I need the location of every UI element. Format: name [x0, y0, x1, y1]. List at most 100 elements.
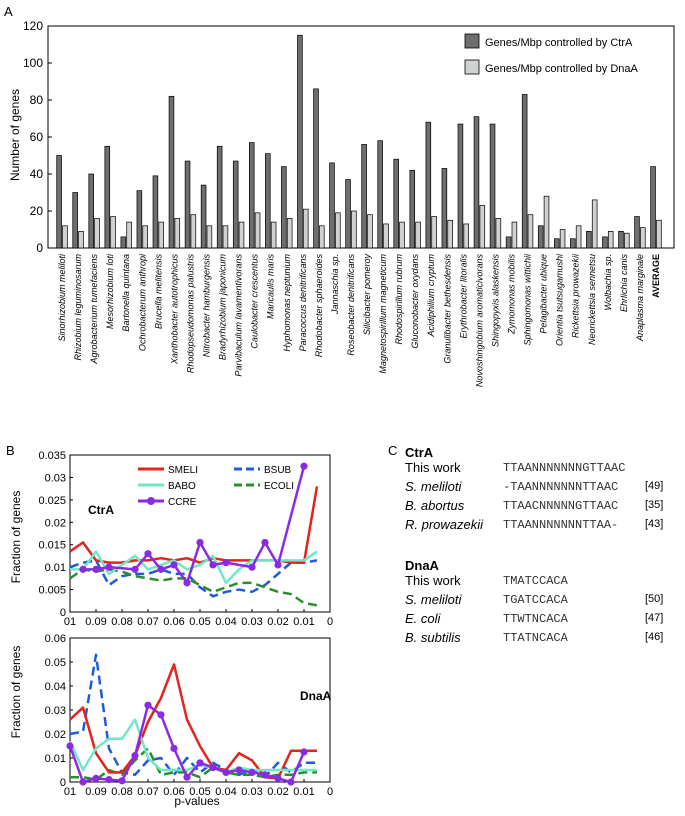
- y-tick-label: 0.025: [38, 495, 66, 507]
- organism-name: S. meliloti: [405, 479, 462, 494]
- category-label: Nitrobacter hamburgensis: [202, 254, 212, 358]
- category-label: Neorickettsia sennetsu: [587, 254, 597, 345]
- data-point: [274, 561, 282, 569]
- y-tick-label: 0.015: [38, 540, 66, 552]
- x-tick-label: 0.06: [163, 616, 184, 628]
- bar: [377, 140, 383, 249]
- organism-name: R. prowazekii: [405, 517, 484, 532]
- series-line-smeli: [69, 663, 317, 780]
- bar: [56, 155, 62, 249]
- category-label: Pelagibacter ubique: [539, 254, 549, 334]
- bar: [94, 218, 100, 249]
- organism-name: S. meliloti: [405, 592, 462, 607]
- data-point: [118, 777, 126, 785]
- bar: [302, 208, 309, 249]
- bar: [505, 236, 512, 249]
- category-label: Ochrobacterum anthropi: [137, 253, 147, 351]
- category-label: Novoshingobium aromaticivorans: [474, 254, 484, 388]
- bar: [457, 123, 464, 249]
- panel-label-a: A: [4, 4, 13, 19]
- category-label: Anaplasma marginale: [635, 254, 645, 342]
- bar: [152, 175, 159, 249]
- category-label: Parvibaculum lavamentivorans: [234, 254, 244, 377]
- data-point: [131, 565, 139, 573]
- x-tick-label: 0.07: [137, 616, 158, 628]
- x-tick-label: 01: [64, 616, 76, 628]
- bar-chart-genes-per-mbp: Number of genes 0 20 40 60 80 100 120 Sinorhizo…: [8, 19, 675, 388]
- category-label: Magnetospirillum magneticum: [378, 254, 388, 374]
- y-tick-label: 0.005: [38, 585, 66, 597]
- xlabel-dnaa: p-values: [174, 794, 219, 808]
- consensus-row: R. prowazekii TTAANNNNNNNTTAA- [43]: [405, 517, 685, 536]
- data-point: [248, 768, 256, 777]
- bar: [425, 121, 432, 249]
- organism-name: This work: [405, 573, 461, 588]
- category-label: Shingopyxis alaskensis: [490, 254, 500, 348]
- data-point: [248, 563, 256, 571]
- bar: [473, 116, 480, 249]
- legend-label: BABO: [168, 481, 196, 492]
- bar: [618, 231, 624, 249]
- data-point: [144, 550, 152, 558]
- category-label: Caulobacter crescentus: [250, 254, 260, 349]
- category-label: Rickettsia prowazekii: [571, 253, 581, 338]
- consensus-row: This work TMATCCACA: [405, 573, 685, 592]
- y-tick-label: 0.06: [45, 633, 66, 645]
- x-tick-label: 0.04: [215, 786, 236, 798]
- bar: [495, 218, 502, 249]
- consensus-sequence: TGATCCACA: [503, 593, 568, 607]
- bar: [640, 227, 646, 249]
- y-tick-label: 80: [30, 93, 44, 107]
- data-point: [274, 774, 282, 783]
- y-tick-label: 0.05: [45, 657, 66, 669]
- x-tick-label: 0.01: [293, 616, 314, 628]
- reference: [47]: [645, 612, 664, 624]
- x-tick-label: 0.01: [293, 786, 314, 798]
- bar: [602, 236, 608, 249]
- category-label: Zymomonas mobilis: [507, 254, 517, 336]
- legend-swatch: [464, 59, 480, 75]
- y-tick-label: 0.04: [45, 681, 66, 693]
- category-label: Rhizobium leguminosarum: [73, 253, 83, 360]
- category-label: Rhodobacter sphaeroides: [314, 254, 324, 358]
- category-label: Jannaschia sp.: [330, 254, 340, 315]
- x-tick-label: 0.02: [267, 616, 288, 628]
- bar: [168, 95, 175, 249]
- consensus-sequence: TTAANNNNNNNTTAA-: [503, 518, 619, 532]
- bar: [216, 145, 223, 249]
- bar: [345, 179, 351, 249]
- reference: [43]: [645, 518, 664, 530]
- x-tick-label: 0.09: [85, 786, 106, 798]
- organism-name: This work: [405, 460, 461, 475]
- bar: [72, 192, 78, 249]
- bar: [190, 214, 197, 249]
- category-label: AVERAGE: [651, 254, 661, 298]
- x-tick-label: 0.03: [241, 616, 262, 628]
- bar: [591, 199, 598, 249]
- consensus-sequence: TTATNCACA: [503, 631, 568, 645]
- bar: [254, 212, 261, 249]
- data-point: [222, 768, 230, 777]
- data-point: [79, 565, 87, 573]
- consensus-row: E. coli TTWTNCACA [47]: [405, 611, 685, 630]
- bar: [656, 219, 662, 249]
- bar: [62, 225, 68, 249]
- consensus-row: B. abortus TTAACNNNNNGTTAAC [35]: [405, 498, 685, 517]
- category-label: Sphingomonas wittichii: [523, 253, 533, 346]
- data-point: [209, 764, 217, 772]
- data-point: [300, 748, 308, 756]
- category-label: Ehrlichia canis: [619, 254, 629, 313]
- bar: [158, 221, 165, 249]
- legend-label: ECOLI: [264, 481, 294, 492]
- bar: [575, 225, 582, 249]
- dnaa-consensus-title: DnaA: [405, 558, 439, 573]
- data-point: [144, 701, 152, 709]
- category-label: Rhodopseudomonas palustris: [185, 254, 195, 374]
- bar: [206, 225, 213, 249]
- bar: [431, 216, 437, 249]
- data-point: [131, 752, 139, 760]
- bar: [136, 190, 143, 249]
- category-label: Acidiphilium cryptum: [426, 254, 436, 338]
- reference: [35]: [645, 499, 664, 511]
